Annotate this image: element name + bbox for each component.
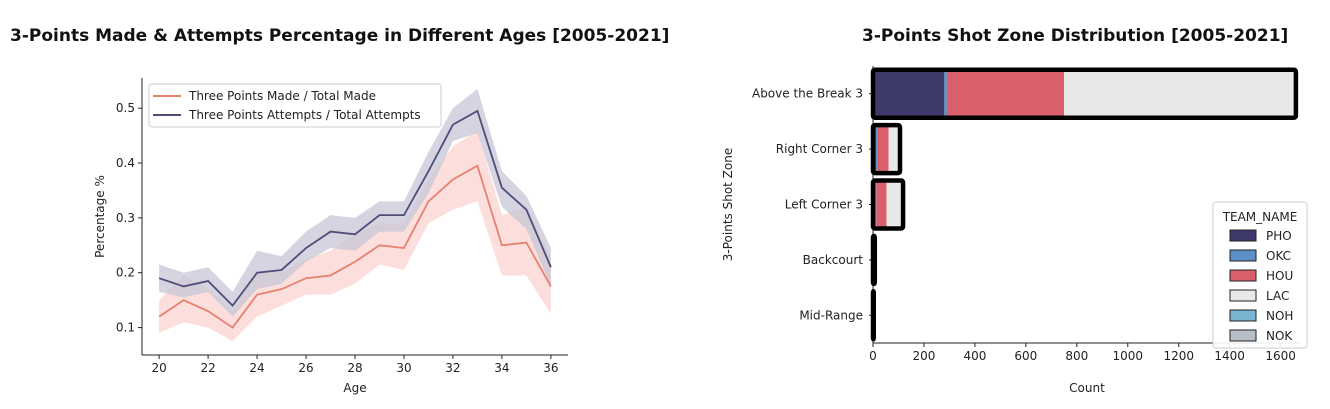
x-tick-label: 800 xyxy=(1065,349,1088,363)
x-tick-label: 0 xyxy=(869,349,877,363)
bar-segment xyxy=(876,180,887,229)
x-tick-label: 1600 xyxy=(1265,349,1296,363)
x-tick-label: 24 xyxy=(249,361,264,375)
chart-title: 3-Points Made & Attempts Percentage in D… xyxy=(10,26,670,46)
bar-segment xyxy=(886,180,904,229)
confidence-band xyxy=(159,88,551,317)
legend-label: NOK xyxy=(1266,329,1293,343)
bar-segment xyxy=(1064,69,1296,118)
legend-label: HOU xyxy=(1266,269,1293,283)
bar-segment xyxy=(876,125,878,174)
y-tick-label: 0.2 xyxy=(116,266,135,280)
x-axis-label: Age xyxy=(343,381,366,395)
y-tick-label: Right Corner 3 xyxy=(776,142,863,156)
legend-swatch xyxy=(1229,229,1257,242)
legend-label: Three Points Attempts / Total Attempts xyxy=(188,108,421,122)
bar-outline xyxy=(870,289,877,342)
chart-title: 3-Points Shot Zone Distribution [2005-20… xyxy=(862,26,1289,46)
legend: Three Points Made / Total Made Three Poin… xyxy=(148,83,442,128)
right-chart-panel: 3-Points Shot Zone Distribution [2005-20… xyxy=(720,0,1330,409)
bar-segment xyxy=(944,69,947,118)
bar-segment xyxy=(888,125,901,174)
x-tick-label: 36 xyxy=(543,361,558,375)
y-tick-label: Left Corner 3 xyxy=(785,198,863,212)
left-chart-panel: 3-Points Made & Attempts Percentage in D… xyxy=(10,26,670,395)
y-tick-label: 0.5 xyxy=(116,101,135,115)
legend-title: TEAM_NAME xyxy=(1222,210,1298,224)
x-axis-label: Count xyxy=(1069,381,1105,395)
legend-label: NOH xyxy=(1266,309,1293,323)
y-axis-label: Percentage % xyxy=(93,175,107,258)
legend-label: Three Points Made / Total Made xyxy=(188,89,376,103)
x-tick-label: 20 xyxy=(151,361,166,375)
bar-segment xyxy=(877,125,889,174)
y-tick-label: 0.4 xyxy=(116,156,135,170)
x-tick-label: 200 xyxy=(912,349,935,363)
x-tick-label: 600 xyxy=(1014,349,1037,363)
legend-frame xyxy=(148,83,442,128)
x-tick-label: 400 xyxy=(963,349,986,363)
bar-outline xyxy=(870,178,906,231)
legend-swatch xyxy=(1229,309,1257,322)
bar-chart: 0 200 400 600 800 1000 1200 1400 1600 Above the B… xyxy=(721,66,1308,395)
y-axis-label: 3-Points Shot Zone xyxy=(721,148,735,261)
legend: TEAM_NAME PHO OKC HOU LAC NOH NOK xyxy=(1212,201,1308,349)
bar-outline xyxy=(870,122,903,176)
x-tick-label: 22 xyxy=(200,361,215,375)
x-tick-label: 1000 xyxy=(1112,349,1143,363)
legend-swatch xyxy=(1229,249,1257,262)
y-tick-label: 0.3 xyxy=(116,211,135,225)
y-tick-label: 0.1 xyxy=(116,321,135,335)
legend-label: LAC xyxy=(1266,289,1289,303)
y-tick-label: Above the Break 3 xyxy=(752,87,863,101)
bar-segment xyxy=(873,69,945,118)
x-tick-label: 1200 xyxy=(1163,349,1194,363)
series-line xyxy=(158,109,552,308)
bar-segment xyxy=(875,180,877,229)
legend-swatch xyxy=(1229,329,1257,342)
legend-label: OKC xyxy=(1266,249,1291,263)
y-tick-label: Mid-Range xyxy=(799,308,863,322)
x-tick-label: 26 xyxy=(298,361,313,375)
line-chart: 20 22 24 26 28 30 32 34 36 0.1 0.2 0.3 0.4 0.5 Age Perc… xyxy=(93,78,568,395)
bar-outline xyxy=(870,233,878,287)
y-tick-label: Backcourt xyxy=(803,253,864,267)
x-tick-label: 32 xyxy=(445,361,460,375)
x-tick-label: 28 xyxy=(347,361,362,375)
bar-segment xyxy=(946,69,1065,118)
x-tick-label: 34 xyxy=(494,361,509,375)
bar-outline xyxy=(870,67,1299,120)
x-tick-label: 1400 xyxy=(1214,349,1245,363)
legend-swatch xyxy=(1229,269,1257,282)
legend-label: PHO xyxy=(1266,229,1292,243)
series-line xyxy=(158,164,552,329)
x-tick-label: 30 xyxy=(396,361,411,375)
legend-swatch xyxy=(1229,289,1257,302)
